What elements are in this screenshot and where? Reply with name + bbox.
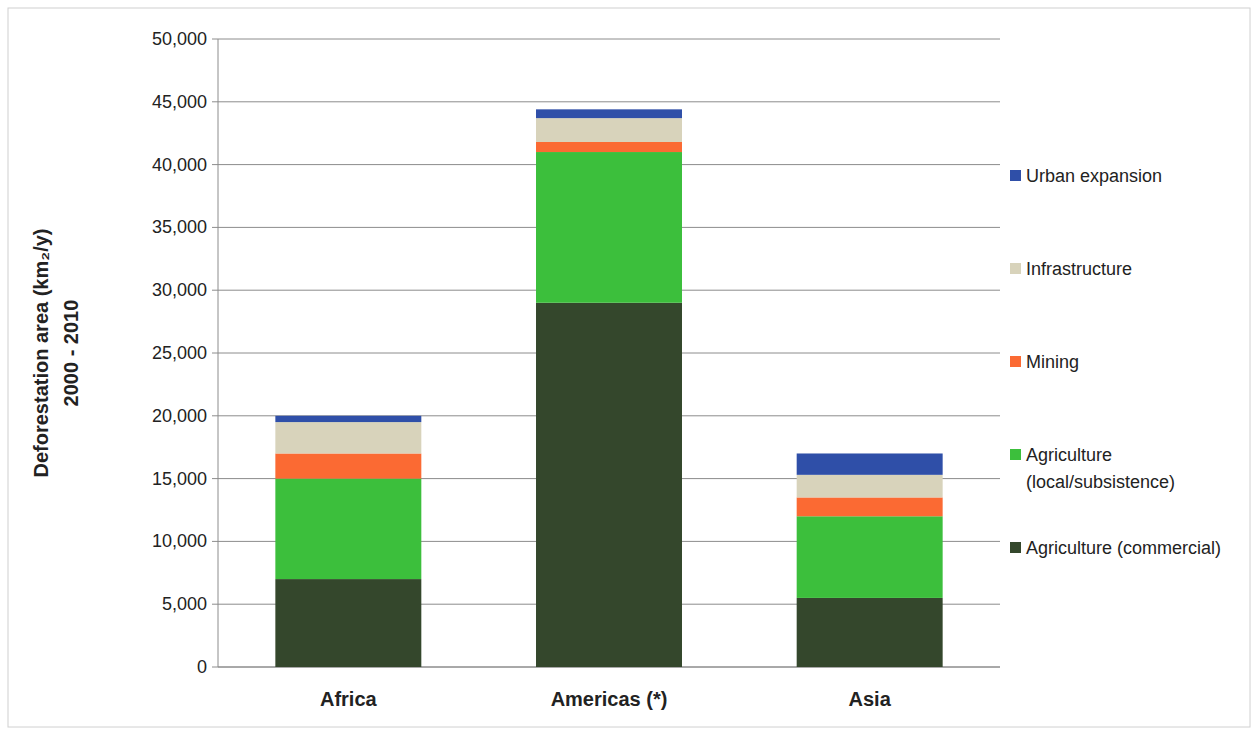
legend-label: Infrastructure [1026,259,1132,279]
tick-label: 40,000 [152,155,207,175]
category-label: Africa [320,688,378,710]
bar-segment [275,579,421,667]
tick-mark [212,415,218,416]
tick-label: 10,000 [152,531,207,551]
tick-mark [212,227,218,228]
tick-mark [212,353,218,354]
tick-mark [212,39,218,40]
tick-label: 15,000 [152,469,207,489]
tick-mark [212,478,218,479]
legend-swatch [1010,263,1021,274]
legend-label: Agriculture(local/subsistence) [1026,445,1175,492]
tick-mark [212,541,218,542]
axis-title: 2000 - 2010 [60,300,82,407]
legend-swatch [1010,170,1021,181]
category-label: Americas (*) [551,688,668,710]
tick-label: 45,000 [152,92,207,112]
bar-segment [797,497,943,516]
legend-label: Mining [1026,352,1079,372]
legend-swatch [1010,449,1021,460]
tick-mark [212,290,218,291]
category-label: Asia [849,688,892,710]
tick-mark [212,667,218,668]
tick-label: 5,000 [162,594,207,614]
legend-label: Agriculture (commercial) [1026,538,1221,558]
axis-title: Deforestation area (km₂/y) [30,229,52,478]
chart: 0 5,000 10,000 15,000 20,000 25,000 30,000 35,0… [0,0,1251,729]
legend-swatch [1010,542,1021,553]
bar-segment [536,118,682,142]
bar-segment [797,475,943,498]
legend-label: Urban expansion [1026,166,1162,186]
bar-segment [275,422,421,453]
bar-segment [797,516,943,598]
bar-segment [275,416,421,422]
bar-segment [536,152,682,303]
grid-line [218,101,1000,102]
tick-mark [212,604,218,605]
grid-line [218,39,1000,40]
bar-segment [536,303,682,667]
bar-segment [275,453,421,478]
bar-segment [797,598,943,667]
bars [275,109,942,667]
y-axis [218,39,219,667]
tick-mark [212,164,218,165]
bar-segment [536,142,682,152]
bar-segment [797,453,943,474]
legend-swatch [1010,356,1021,367]
tick-label: 25,000 [152,343,207,363]
tick-label: 30,000 [152,280,207,300]
bar-segment [275,479,421,579]
tick-label: 50,000 [152,29,207,49]
tick-mark [212,101,218,102]
chart-border [8,8,1250,727]
tick-label: 35,000 [152,217,207,237]
tick-label: 20,000 [152,406,207,426]
bar-segment [536,109,682,118]
tick-label: 0 [197,657,207,677]
